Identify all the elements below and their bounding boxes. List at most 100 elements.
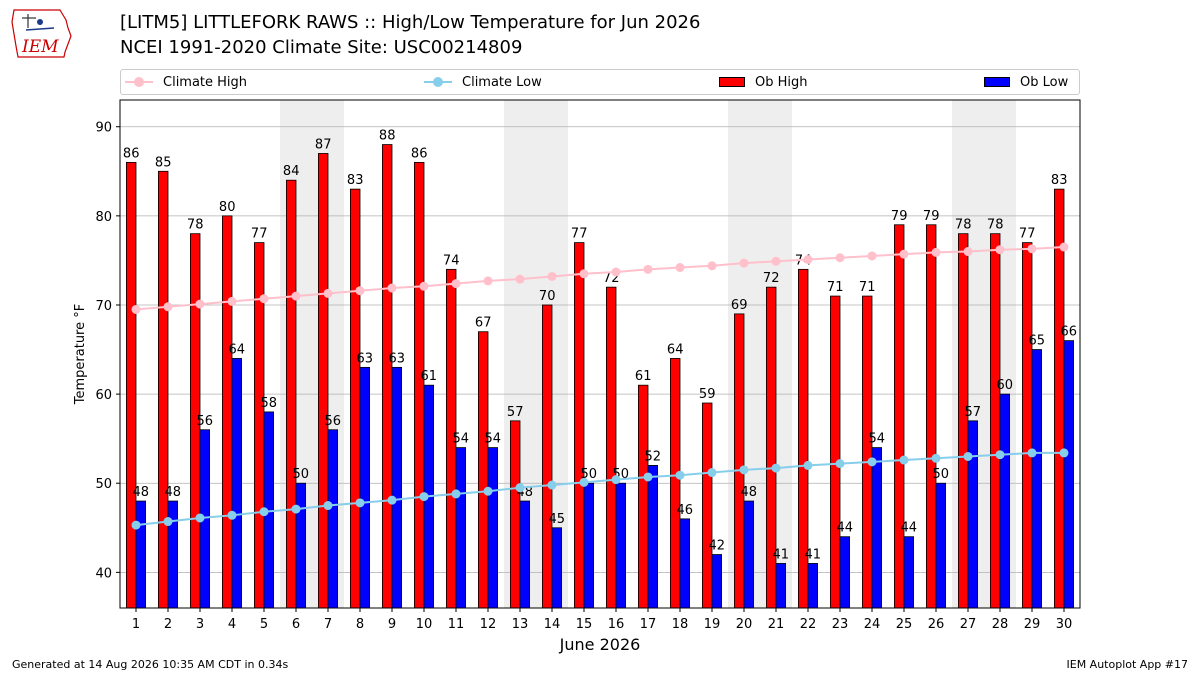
point-climate-low-day-14	[547, 480, 557, 490]
x-tick-label-1: 1	[132, 617, 140, 632]
bar-ob-low-day-29	[1031, 349, 1043, 609]
point-climate-low-day-10	[419, 492, 429, 502]
bar-ob-low-day-28	[999, 393, 1011, 609]
legend-label-climate-low: Climate Low	[462, 74, 542, 90]
x-tick-label-9: 9	[388, 617, 396, 632]
bar-ob-high-day-12	[477, 331, 489, 609]
bar-ob-low-day-16	[615, 482, 627, 609]
label-ob-low-day-10: 61	[421, 369, 438, 384]
point-climate-high-day-20	[739, 258, 749, 268]
label-ob-high-day-2: 85	[155, 155, 172, 170]
x-tick-label-27: 27	[960, 617, 977, 632]
bar-ob-low-day-15	[583, 482, 595, 609]
label-ob-low-day-21: 41	[773, 547, 790, 562]
label-ob-high-day-5: 77	[251, 227, 268, 242]
legend-item-climate-low: Climate Low	[424, 70, 542, 94]
x-tick-label-16: 16	[608, 617, 625, 632]
bar-ob-high-day-16	[606, 286, 617, 609]
x-tick-label-20: 20	[736, 617, 753, 632]
label-ob-low-day-11: 54	[453, 432, 470, 447]
x-tick-label-3: 3	[196, 617, 204, 632]
label-ob-low-day-7: 56	[325, 414, 342, 429]
x-tick-label-4: 4	[228, 617, 236, 632]
label-ob-high-day-10: 86	[411, 146, 428, 161]
point-climate-high-day-27	[963, 247, 973, 257]
label-ob-low-day-22: 41	[805, 547, 822, 562]
point-climate-low-day-22	[803, 460, 813, 470]
bar-ob-low-day-22	[807, 563, 819, 609]
bar-ob-high-day-9	[381, 144, 393, 609]
label-ob-high-day-3: 78	[187, 218, 204, 233]
point-climate-low-day-3	[195, 513, 205, 523]
bar-ob-low-day-24	[871, 447, 883, 609]
bar-ob-high-day-1	[126, 161, 137, 609]
point-climate-low-day-17	[643, 472, 653, 482]
point-climate-low-day-27	[963, 451, 973, 461]
point-climate-low-day-20	[739, 465, 749, 475]
label-ob-low-day-27: 57	[965, 405, 982, 420]
bar-ob-high-day-30	[1054, 188, 1065, 609]
legend-item-ob-high: Ob High	[719, 70, 808, 94]
label-ob-high-day-20: 69	[731, 298, 748, 313]
legend-swatch-climate-high	[125, 77, 153, 87]
x-tick-label-21: 21	[768, 617, 785, 632]
line-climate-high	[135, 246, 1065, 311]
label-ob-low-day-12: 54	[485, 432, 502, 447]
bar-ob-high-day-6	[285, 179, 297, 609]
x-tick-label-5: 5	[260, 617, 268, 632]
legend-item-ob-low: Ob Low	[984, 70, 1068, 94]
bar-ob-high-day-17	[638, 384, 649, 609]
point-climate-high-day-1	[131, 304, 141, 314]
point-climate-high-day-21	[771, 256, 781, 266]
y-tick-label-50: 50	[95, 477, 112, 492]
x-tick-label-26: 26	[928, 617, 945, 632]
x-tick-label-6: 6	[292, 617, 300, 632]
x-tick-label-25: 25	[896, 617, 913, 632]
point-climate-low-day-1	[131, 520, 141, 530]
x-tick-label-29: 29	[1024, 617, 1041, 632]
point-climate-high-day-2	[163, 302, 173, 312]
label-ob-low-day-8: 63	[357, 351, 374, 366]
label-ob-high-day-15: 77	[571, 227, 588, 242]
bar-ob-low-day-20	[743, 500, 755, 609]
point-climate-low-day-28	[995, 450, 1005, 460]
point-climate-low-day-5	[259, 507, 269, 517]
bar-ob-low-day-7	[327, 429, 339, 609]
y-tick-label-90: 90	[95, 121, 112, 136]
label-ob-low-day-26: 50	[933, 467, 950, 482]
point-climate-high-day-3	[195, 299, 205, 309]
legend-swatch-ob-low	[984, 77, 1010, 87]
bar-ob-high-day-29	[1022, 242, 1033, 609]
point-climate-high-day-11	[451, 279, 461, 289]
label-ob-high-day-30: 83	[1051, 173, 1068, 188]
x-tick-label-15: 15	[576, 617, 593, 632]
y-axis-label: Temperature °F	[73, 304, 88, 405]
point-climate-low-day-4	[227, 510, 237, 520]
legend-label-ob-low: Ob Low	[1020, 74, 1069, 90]
point-climate-high-day-30	[1059, 242, 1069, 252]
label-ob-high-day-1: 86	[123, 146, 140, 161]
x-tick-label-12: 12	[480, 617, 497, 632]
bar-ob-high-day-14	[542, 304, 553, 609]
bar-ob-low-day-21	[775, 563, 787, 609]
bar-ob-low-day-27	[967, 420, 979, 609]
label-ob-high-day-6: 84	[283, 164, 300, 179]
bar-ob-low-day-26	[935, 482, 947, 609]
bar-ob-high-day-15	[574, 242, 585, 609]
bar-ob-low-day-14	[551, 527, 563, 609]
label-ob-low-day-25: 44	[901, 521, 918, 536]
legend: Climate High Climate Low Ob High Ob Low	[120, 69, 1080, 95]
x-axis-label: June 2026	[559, 635, 641, 654]
label-ob-low-day-1: 48	[133, 485, 150, 500]
point-climate-low-day-13	[515, 483, 525, 493]
label-ob-high-day-24: 71	[859, 280, 876, 295]
bar-ob-low-day-6	[295, 482, 307, 609]
bar-ob-high-day-2	[157, 170, 169, 609]
x-tick-label-11: 11	[448, 617, 465, 632]
logo-text: IEM	[21, 37, 59, 57]
label-ob-low-day-6: 50	[293, 467, 310, 482]
x-tick-label-18: 18	[672, 617, 689, 632]
legend-label-ob-high: Ob High	[755, 74, 808, 90]
point-climate-low-day-21	[771, 463, 781, 473]
point-climate-high-day-22	[803, 255, 813, 265]
